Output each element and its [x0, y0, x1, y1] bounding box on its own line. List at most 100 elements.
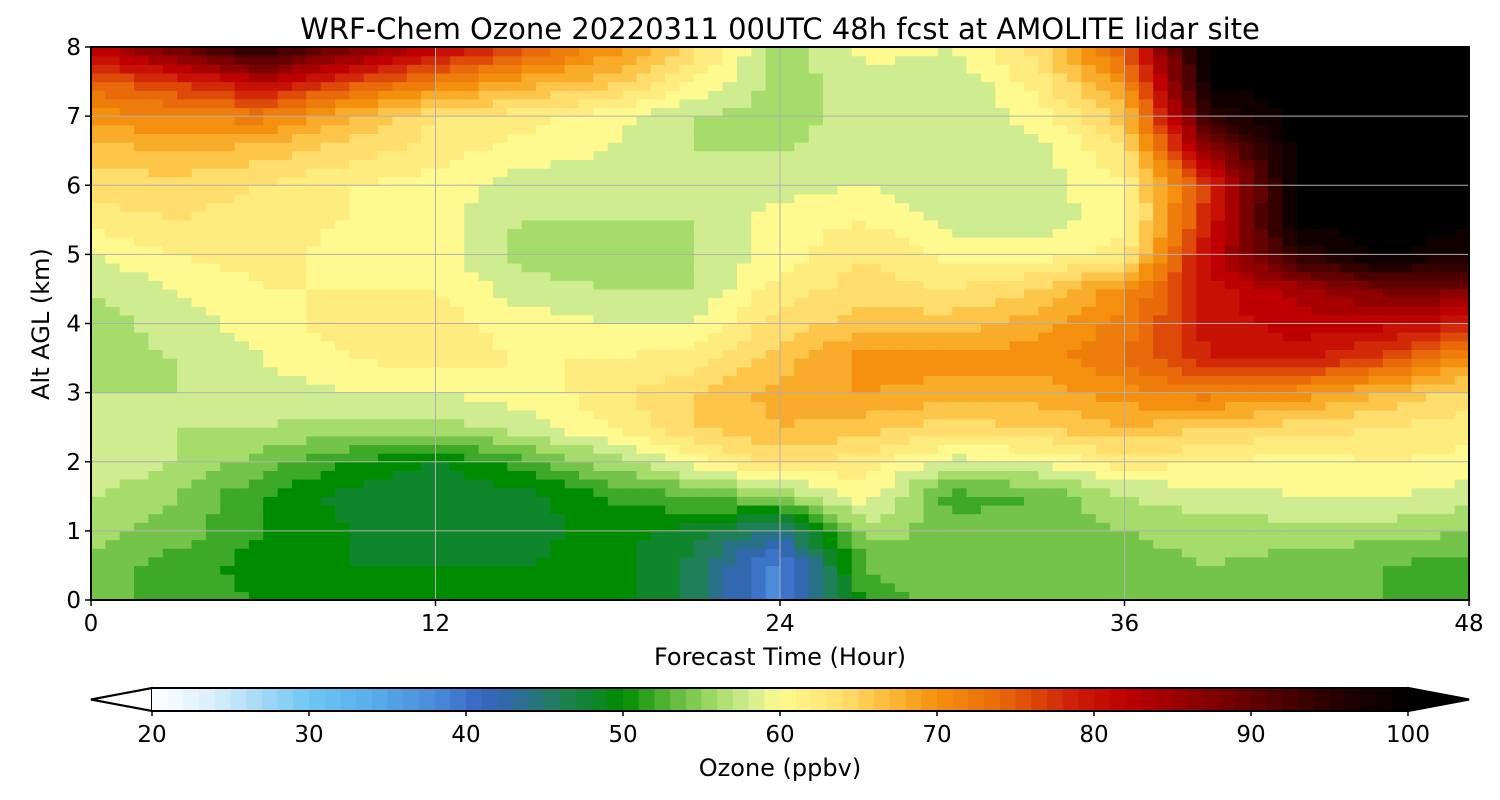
contour-cell	[909, 444, 925, 454]
contour-cell	[406, 280, 422, 290]
contour-cell	[162, 219, 178, 230]
contour-cell	[607, 470, 623, 480]
contour-cell	[191, 297, 207, 307]
contour-cell	[923, 565, 939, 575]
contour-cell	[765, 150, 781, 160]
contour-cell	[277, 461, 293, 471]
contour-cell	[1024, 366, 1039, 376]
contour-cell	[177, 487, 193, 497]
contour-cell	[277, 504, 293, 515]
contour-cell	[1224, 297, 1240, 307]
contour-cell	[751, 479, 767, 489]
contour-cell	[607, 263, 623, 273]
contour-cell	[636, 358, 652, 368]
contour-cell	[492, 530, 508, 541]
contour-cell	[1110, 409, 1126, 420]
contour-cell	[1138, 470, 1154, 480]
contour-cell	[980, 280, 996, 290]
contour-cell	[205, 496, 221, 506]
contour-cell	[421, 202, 437, 212]
contour-cell	[291, 280, 307, 290]
contour-cell	[449, 435, 465, 446]
contour-cell	[1009, 444, 1025, 454]
contour-cell	[1368, 263, 1384, 273]
contour-cell	[1339, 150, 1355, 160]
contour-cell	[464, 461, 480, 471]
contour-cell	[1411, 323, 1427, 333]
contour-cell	[1239, 159, 1255, 169]
contour-cell	[134, 591, 150, 601]
contour-cell	[937, 306, 953, 316]
contour-cell	[492, 176, 508, 186]
contour-cell	[909, 487, 925, 497]
contour-cell	[607, 548, 623, 558]
contour-cell	[636, 470, 652, 480]
contour-cell	[894, 461, 910, 471]
contour-cell	[1368, 496, 1384, 506]
contour-cell	[679, 591, 695, 601]
contour-cell	[1454, 418, 1470, 428]
contour-cell	[464, 358, 480, 368]
contour-cell	[650, 427, 666, 437]
contour-cell	[492, 496, 508, 506]
contour-cell	[722, 383, 738, 394]
contour-cell	[650, 496, 666, 506]
contour-cell	[1067, 314, 1083, 325]
contour-cell	[722, 159, 738, 169]
contour-cell	[679, 306, 695, 316]
contour-cell	[435, 504, 451, 515]
contour-cell	[1425, 202, 1441, 212]
contour-cell	[579, 401, 594, 411]
contour-cell	[1311, 297, 1327, 307]
contour-cell	[866, 409, 882, 420]
contour-cell	[866, 306, 882, 316]
contour-cell	[1425, 591, 1441, 601]
contour-cell	[765, 565, 781, 575]
contour-cell	[1210, 306, 1226, 316]
contour-cell	[535, 219, 551, 230]
contour-cell	[205, 340, 221, 351]
contour-cell	[708, 548, 724, 558]
contour-cell	[521, 409, 537, 420]
contour-cell	[1239, 383, 1255, 394]
contour-cell	[349, 332, 365, 342]
contour-cell	[837, 461, 853, 471]
contour-cell	[780, 409, 795, 420]
contour-cell	[320, 280, 336, 290]
contour-cell	[378, 582, 394, 592]
contour-cell	[478, 470, 494, 480]
contour-cell	[851, 228, 867, 238]
contour-cell	[1095, 263, 1111, 273]
contour-cell	[1210, 332, 1226, 342]
contour-cell	[1009, 358, 1025, 368]
contour-cell	[464, 565, 480, 575]
contour-cell	[1282, 496, 1298, 506]
contour-cell	[1081, 435, 1097, 446]
contour-cell	[980, 211, 996, 221]
contour-cell	[665, 306, 681, 316]
contour-cell	[1397, 496, 1413, 506]
contour-cell	[665, 487, 681, 497]
contour-cell	[320, 349, 336, 359]
contour-cell	[1368, 237, 1384, 247]
contour-cell	[449, 323, 465, 333]
contour-cell	[105, 582, 121, 592]
contour-cell	[1397, 479, 1413, 489]
contour-cell	[564, 513, 580, 523]
contour-cell	[248, 263, 264, 273]
contour-cell	[1210, 263, 1226, 273]
contour-cell	[650, 375, 666, 385]
contour-cell	[1095, 522, 1111, 532]
contour-cell	[1411, 185, 1427, 195]
contour-cell	[550, 306, 566, 316]
contour-cell	[119, 435, 135, 446]
contour-cell	[205, 504, 221, 515]
contour-cell	[866, 375, 882, 385]
contour-cell	[1124, 461, 1140, 471]
contour-cell	[378, 288, 394, 299]
contour-cell	[837, 211, 853, 221]
contour-cell	[1411, 409, 1427, 420]
contour-cell	[665, 444, 681, 454]
contour-cell	[966, 176, 982, 186]
